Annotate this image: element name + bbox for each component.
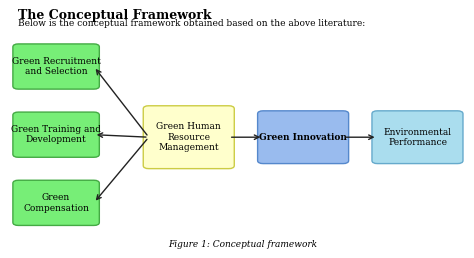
Text: The Conceptual Framework: The Conceptual Framework xyxy=(18,9,212,22)
Text: Green Recruitment
and Selection: Green Recruitment and Selection xyxy=(12,57,100,76)
Text: Green Innovation: Green Innovation xyxy=(259,133,347,142)
Text: Green Training and
Development: Green Training and Development xyxy=(11,125,101,144)
FancyBboxPatch shape xyxy=(257,111,349,164)
Text: Figure 1: Conceptual framework: Figure 1: Conceptual framework xyxy=(168,240,317,249)
FancyBboxPatch shape xyxy=(143,106,234,169)
FancyBboxPatch shape xyxy=(13,44,100,89)
FancyBboxPatch shape xyxy=(372,111,463,164)
Text: Environmental
Performance: Environmental Performance xyxy=(383,127,451,147)
FancyBboxPatch shape xyxy=(13,180,100,225)
Text: Green Human
Resource
Management: Green Human Resource Management xyxy=(156,122,221,152)
FancyBboxPatch shape xyxy=(13,112,100,157)
Text: Below is the conceptual framework obtained based on the above literature:: Below is the conceptual framework obtain… xyxy=(18,19,365,28)
Text: Green
Compensation: Green Compensation xyxy=(23,193,89,213)
